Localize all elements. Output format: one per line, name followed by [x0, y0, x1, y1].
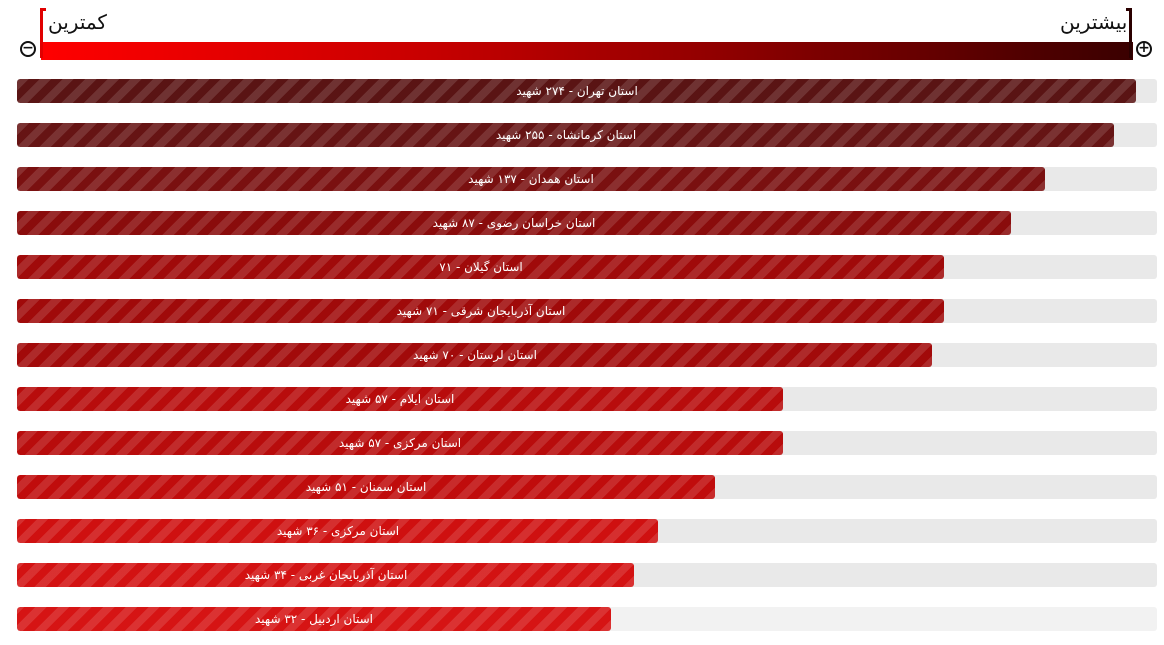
bar[interactable]: استان کرمانشاه - ۲۵۵ شهید [17, 123, 1114, 147]
bar-track: استان تهران - ۲۷۴ شهید [17, 79, 1157, 103]
bar-track: استان سمنان - ۵۱ شهید [17, 475, 1157, 499]
bar-track: استان مرکزی - ۵۷ شهید [17, 431, 1157, 455]
bar-track: استان مرکزی - ۳۶ شهید [17, 519, 1157, 543]
zoom-in-icon[interactable]: + [1136, 41, 1152, 57]
bar-label: استان آذربایجان شرقی - ۷۱ شهید [396, 304, 566, 318]
color-legend: کمترین بیشترین − + [0, 0, 1164, 66]
bar[interactable]: استان همدان - ۱۳۷ شهید [17, 167, 1045, 191]
bar-track: استان آذربایجان غربی - ۳۴ شهید [17, 563, 1157, 587]
bar[interactable]: استان اردبیل - ۳۲ شهید [17, 607, 611, 631]
bar-label: استان خراسان رضوی - ۸۷ شهید [432, 216, 596, 230]
bar[interactable]: استان تهران - ۲۷۴ شهید [17, 79, 1136, 103]
bar-track: استان لرستان - ۷۰ شهید [17, 343, 1157, 367]
legend-high-bracket [1126, 8, 1132, 58]
bar-label: استان آذربایجان غربی - ۳۴ شهید [244, 568, 408, 582]
bar[interactable]: استان ایلام - ۵۷ شهید [17, 387, 783, 411]
bar[interactable]: استان گیلان - ۷۱ [17, 255, 944, 279]
bar-label: استان مرکزی - ۳۶ شهید [276, 524, 400, 538]
bar[interactable]: استان مرکزی - ۳۶ شهید [17, 519, 658, 543]
bar-label: استان کرمانشاه - ۲۵۵ شهید [495, 128, 637, 142]
bar-track: استان همدان - ۱۳۷ شهید [17, 167, 1157, 191]
legend-high-label: بیشترین [1060, 10, 1128, 34]
bar-label: استان سمنان - ۵۱ شهید [305, 480, 427, 494]
bar[interactable]: استان آذربایجان شرقی - ۷۱ شهید [17, 299, 944, 323]
zoom-out-icon[interactable]: − [20, 41, 36, 57]
bar-label: استان مرکزی - ۵۷ شهید [338, 436, 462, 450]
bar-track: استان آذربایجان شرقی - ۷۱ شهید [17, 299, 1157, 323]
bar-track: استان کرمانشاه - ۲۵۵ شهید [17, 123, 1157, 147]
bar[interactable]: استان خراسان رضوی - ۸۷ شهید [17, 211, 1011, 235]
bar-label: استان گیلان - ۷۱ [439, 260, 523, 274]
bar[interactable]: استان سمنان - ۵۱ شهید [17, 475, 715, 499]
bar[interactable]: استان لرستان - ۷۰ شهید [17, 343, 932, 367]
bar-track: استان ایلام - ۵۷ شهید [17, 387, 1157, 411]
bar-track: استان اردبیل - ۳۲ شهید [17, 607, 1157, 631]
legend-low-bracket [40, 8, 46, 58]
bar-label: استان تهران - ۲۷۴ شهید [516, 84, 638, 98]
bar-track: استان خراسان رضوی - ۸۷ شهید [17, 211, 1157, 235]
bar[interactable]: استان مرکزی - ۵۷ شهید [17, 431, 783, 455]
bar-label: استان اردبیل - ۳۲ شهید [255, 612, 373, 626]
bar[interactable]: استان آذربایجان غربی - ۳۴ شهید [17, 563, 634, 587]
color-gradient-bar [41, 42, 1133, 60]
bar-track: استان گیلان - ۷۱ [17, 255, 1157, 279]
bar-label: استان لرستان - ۷۰ شهید [413, 348, 537, 362]
legend-low-label: کمترین [48, 10, 107, 34]
bar-label: استان ایلام - ۵۷ شهید [345, 392, 455, 406]
bar-label: استان همدان - ۱۳۷ شهید [468, 172, 594, 186]
